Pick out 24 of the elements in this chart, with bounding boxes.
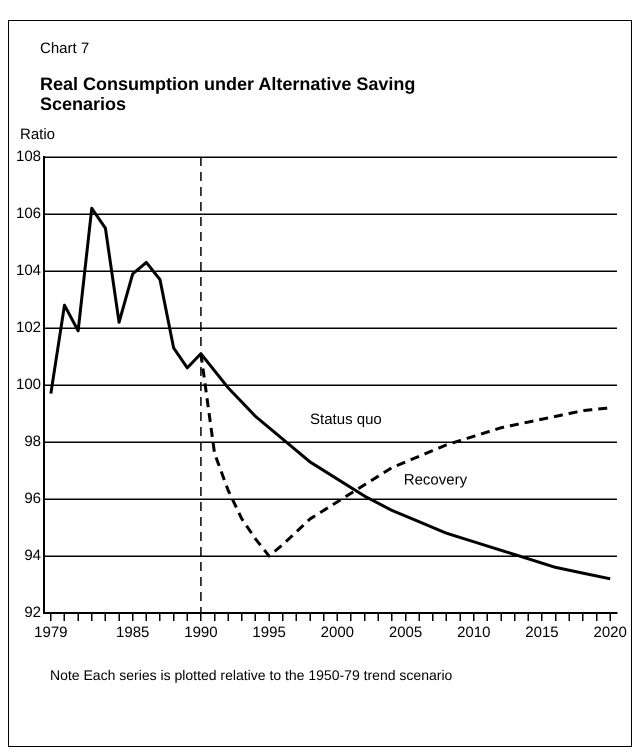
series-label: Status quo [310, 410, 382, 428]
y-tick-label: 106 [16, 205, 42, 222]
chart-title: Real Consumption under Alternative Saving Scenarios [40, 74, 416, 114]
text: Note Each series is plotted relative to the 1950-79 trend scenario [50, 666, 454, 685]
series-label: Recovery [404, 471, 468, 488]
x-tick-label: 2010 [457, 624, 490, 642]
x-tick-label: 1985 [116, 624, 150, 642]
x-tick-label: 2005 [388, 624, 422, 642]
y-tick-label: 98 [24, 433, 42, 450]
y-tick-label: 92 [24, 604, 42, 622]
x-tick-label: 2015 [525, 624, 559, 642]
x-tick-label: 1995 [252, 624, 286, 642]
x-tick-label: 2020 [593, 624, 627, 642]
chart-subtitle: Chart 7 [40, 40, 90, 57]
y-tick-label: 100 [16, 376, 42, 394]
x-tick-label: 2000 [320, 624, 354, 642]
y-axis-title: Ratio [20, 126, 56, 143]
y-tick-label: 96 [24, 490, 42, 508]
y-tick-label: 108 [16, 148, 42, 166]
y-tick-label: 104 [16, 262, 42, 280]
y-tick-label: 94 [24, 547, 42, 564]
y-tick-label: 102 [16, 319, 42, 336]
x-tick-label: 1979 [34, 624, 68, 642]
x-tick-label: 1990 [184, 624, 218, 642]
